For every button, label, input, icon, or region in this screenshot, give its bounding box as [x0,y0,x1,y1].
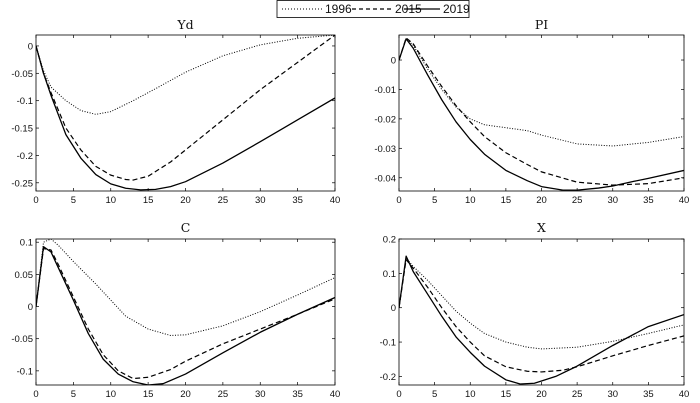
plot-frame-pi [398,34,685,192]
x-tick-label-yd: 10 [105,195,116,206]
x-tick-label-pi: 25 [572,195,583,206]
y-tick-label-c: -0.1 [17,366,33,377]
x-tick-label-pi: 5 [432,195,437,206]
panel-title-pi: PI [535,17,548,32]
series-line-yd-1996 [36,35,335,115]
plot-frame-yd [35,34,336,192]
x-tick-label-c: 30 [255,389,266,400]
x-tick-label-yd: 25 [218,195,229,206]
series-line-pi-1996 [399,38,684,147]
y-tick-label-c: 0.1 [20,238,33,249]
x-tick-label-yd: 5 [71,195,76,206]
y-tick-label-pi: 0 [391,56,396,67]
x-tick-label-yd: 30 [255,195,266,206]
x-tick-label-pi: 15 [501,195,512,206]
x-tick-label-c: 20 [180,389,191,400]
panel-c: C 0 5 10 15 20 25 30 35 40 0.1 0.05 0 -0.05 -0.1 [11,220,340,400]
x-tick-label-yd: 0 [33,195,38,206]
legend: 1996 2015 2019 [276,0,470,18]
y-tick-label-yd: -0.2 [17,151,33,162]
y-tick-label-x: 0 [391,303,396,314]
series-line-pi-2015 [399,37,684,186]
x-tick-label-pi: 30 [607,195,618,206]
y-tick-label-yd: -0.25 [11,178,33,189]
y-tick-label-x: 0.2 [383,235,396,246]
legend-label-1996: 1996 [325,2,352,16]
x-tick-label-x: 35 [643,389,654,400]
y-tick-label-yd: 0 [28,41,33,52]
y-tick-label-pi: -0.01 [374,85,396,96]
y-tick-label-c: 0 [28,302,33,313]
legend-label-2019: 2019 [443,2,470,16]
x-tick-label-pi: 20 [536,195,547,206]
x-tick-label-c: 10 [105,389,116,400]
x-tick-label-x: 15 [501,389,512,400]
y-tick-label-c: 0.05 [15,270,34,281]
y-tick-label-x: -0.2 [380,372,396,383]
plot-frame-c [35,238,336,386]
x-tick-label-yd: 40 [330,195,341,206]
x-tick-label-c: 15 [143,389,154,400]
x-tick-label-x: 20 [536,389,547,400]
x-tick-label-x: 0 [396,389,401,400]
x-tick-label-x: 25 [572,389,583,400]
y-tick-label-c: -0.05 [11,334,33,345]
y-tick-label-pi: -0.03 [374,144,396,155]
x-tick-label-x: 5 [432,389,437,400]
x-tick-label-c: 25 [218,389,229,400]
series-line-c-2015 [36,248,335,380]
x-tick-label-pi: 10 [465,195,476,206]
x-tick-label-pi: 40 [679,195,690,206]
series-line-c-1996 [36,239,335,336]
x-tick-label-x: 30 [607,389,618,400]
y-tick-label-yd: -0.15 [11,124,33,135]
panel-title-x: X [537,220,546,235]
x-tick-label-x: 40 [679,389,690,400]
x-tick-label-yd: 15 [143,195,154,206]
x-tick-label-c: 5 [71,389,76,400]
x-tick-label-pi: 0 [396,195,401,206]
series-line-pi-2019 [399,38,684,191]
x-tick-label-c: 0 [33,389,38,400]
y-tick-label-yd: -0.1 [17,96,33,107]
y-tick-label-pi: -0.02 [374,114,396,125]
plot-frame-x [398,238,685,386]
panel-pi: PI 0 5 10 15 20 25 30 35 40 0 -0.01 -0.02 -0.03 -0.04 [374,17,689,206]
series-line-x-1996 [399,257,684,350]
series-line-yd-2015 [36,35,335,181]
x-tick-label-c: 40 [330,389,341,400]
x-tick-label-pi: 35 [643,195,654,206]
y-tick-label-yd: -0.05 [11,69,33,80]
x-tick-label-x: 10 [465,389,476,400]
series-line-c-2019 [36,246,335,385]
y-tick-label-x: -0.1 [380,338,396,349]
panel-title-yd: Yd [176,17,193,32]
y-tick-label-x: 0.1 [383,269,396,280]
series-line-yd-2019 [36,45,335,191]
x-tick-label-yd: 20 [180,195,191,206]
panel-title-c: C [181,220,191,235]
panel-yd: Yd 0 5 10 15 20 25 30 35 40 0 -0.05 -0.1 -0.15 -0.2 -0… [11,17,340,206]
x-tick-label-yd: 35 [292,195,303,206]
y-tick-label-pi: -0.04 [374,173,396,184]
series-line-x-2019 [399,255,684,385]
panel-x: X 0 5 10 15 20 25 30 35 40 0.2 0.1 0 -0.1 -0.2 [380,220,690,400]
series-line-x-2015 [399,259,684,373]
x-tick-label-c: 35 [292,389,303,400]
